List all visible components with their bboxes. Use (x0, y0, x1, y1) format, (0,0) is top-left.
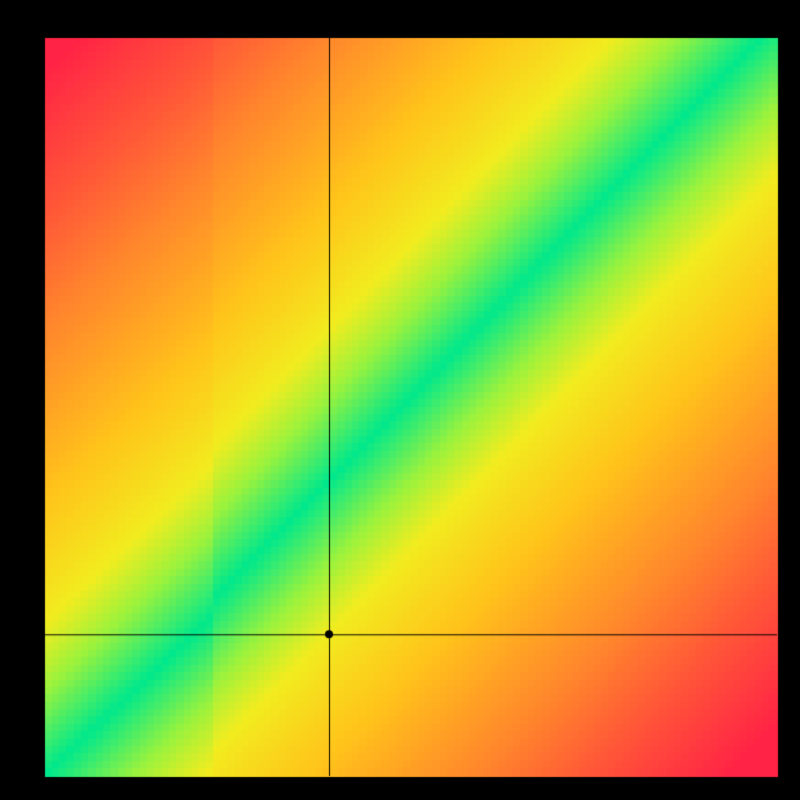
bottleneck-heatmap (0, 0, 800, 800)
chart-container: TheBottleneck.com (0, 0, 800, 800)
